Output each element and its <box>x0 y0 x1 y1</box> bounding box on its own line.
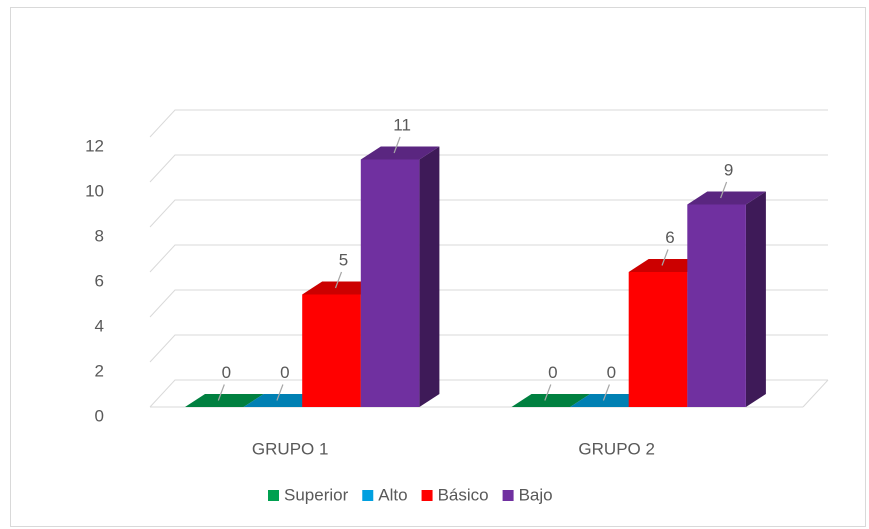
legend-swatch <box>268 490 279 501</box>
legend-label: Básico <box>438 485 489 504</box>
y-tick-label: 2 <box>95 361 104 380</box>
grid-line <box>149 154 828 183</box>
bar-side <box>419 146 440 407</box>
x-tick-label: GRUPO 1 <box>252 439 329 458</box>
bar-top <box>511 394 591 407</box>
data-label: 0 <box>607 363 616 382</box>
y-tick-label: 0 <box>95 406 104 425</box>
bar-top <box>185 394 264 407</box>
legend-label: Alto <box>378 485 407 504</box>
label-leader <box>334 271 343 289</box>
label-leader <box>276 384 284 401</box>
label-leader <box>217 384 225 401</box>
legend-swatch <box>421 490 433 501</box>
x-tick-label: GRUPO 2 <box>578 439 655 458</box>
legend-swatch <box>502 490 514 501</box>
bar-top <box>360 146 440 160</box>
bar <box>628 272 688 407</box>
bar <box>302 294 361 407</box>
legend-swatch <box>362 490 374 501</box>
bar <box>687 204 746 407</box>
label-leader <box>544 384 552 401</box>
floor-edge <box>802 379 829 408</box>
y-tick-label: 10 <box>85 181 104 200</box>
data-label: 0 <box>280 363 289 382</box>
label-leader <box>602 384 610 401</box>
bar-side <box>745 191 766 407</box>
y-tick-label: 6 <box>95 271 104 290</box>
data-label: 0 <box>548 363 557 382</box>
y-tick-label: 12 <box>85 136 104 155</box>
bar <box>360 159 420 407</box>
data-label: 0 <box>222 363 231 382</box>
legend-label: Bajo <box>519 485 553 504</box>
grid-line <box>149 379 828 408</box>
legend-label: Superior <box>284 485 349 504</box>
grid-line <box>149 334 828 363</box>
grid-line <box>149 109 828 138</box>
data-label: 9 <box>724 160 733 179</box>
bar-top <box>687 191 766 205</box>
label-leader <box>720 181 728 199</box>
data-label: 5 <box>339 250 348 269</box>
label-leader <box>393 136 401 154</box>
grid-line <box>149 289 828 318</box>
label-leader <box>661 249 669 266</box>
grid-line <box>149 199 828 228</box>
data-label: 11 <box>393 115 411 134</box>
grid-line <box>149 244 828 273</box>
y-tick-label: 8 <box>95 226 104 245</box>
data-label: 6 <box>665 228 674 247</box>
y-tick-label: 4 <box>95 316 104 335</box>
